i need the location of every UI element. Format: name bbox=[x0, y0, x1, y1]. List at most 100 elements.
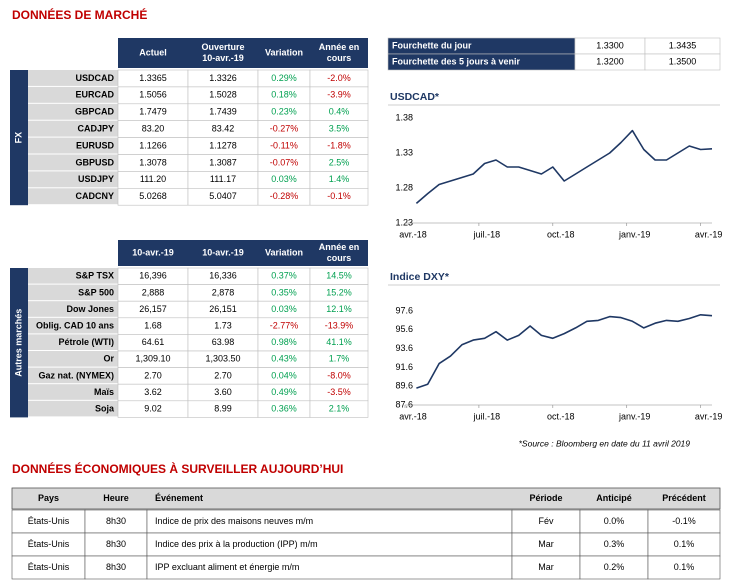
row-label-bg bbox=[28, 86, 118, 103]
row-label-bg bbox=[28, 137, 118, 154]
cell-value: 1.7439 bbox=[209, 107, 237, 117]
cell-value: 0.43% bbox=[271, 354, 297, 364]
source-note: *Source : Bloomberg en date du 11 avril … bbox=[519, 438, 691, 448]
cell-value: 1.3087 bbox=[209, 157, 237, 167]
line-series bbox=[416, 314, 713, 389]
column-header: Variation bbox=[265, 47, 303, 57]
cell-value: 0.03% bbox=[271, 174, 297, 184]
x-tick-label: avr.-18 bbox=[399, 229, 427, 239]
cell-value: 2.1% bbox=[329, 403, 350, 413]
cell-value: 0.35% bbox=[271, 287, 297, 297]
cell-value: 16,336 bbox=[209, 271, 237, 281]
cell-value: -0.27% bbox=[270, 124, 299, 134]
cell-value: 0.98% bbox=[271, 337, 297, 347]
cell bbox=[644, 53, 721, 71]
column-header: 10-avr.-19 bbox=[202, 53, 244, 63]
line-series bbox=[415, 129, 713, 205]
cell-value: États-Unis bbox=[28, 562, 70, 572]
row-label-bg bbox=[28, 384, 118, 400]
cell-value: 5.0268 bbox=[139, 191, 167, 201]
cell-value: 2.70 bbox=[214, 370, 232, 380]
column-header: Année en bbox=[319, 42, 360, 52]
cell-value: 3.60 bbox=[214, 387, 232, 397]
row-label-bg bbox=[28, 317, 118, 334]
chart-title: Indice DXY* bbox=[390, 271, 450, 283]
cell-value: -8.0% bbox=[327, 370, 351, 380]
column-header: Anticipé bbox=[596, 493, 632, 503]
row-label-bg bbox=[28, 70, 118, 86]
cell-value: -0.11% bbox=[270, 140, 298, 150]
cell-value: 16,396 bbox=[139, 271, 167, 281]
cell-value: 1.4% bbox=[329, 174, 350, 184]
column-header: Année en bbox=[319, 242, 360, 252]
side-label-bg bbox=[10, 268, 28, 418]
cell-value: 8h30 bbox=[106, 562, 126, 572]
cell-value: 0.36% bbox=[271, 403, 297, 413]
row-label: Dow Jones bbox=[66, 304, 114, 314]
side-label: Autres marchés bbox=[13, 309, 23, 377]
column-header: Précédent bbox=[662, 493, 706, 503]
cell-value: 0.04% bbox=[271, 370, 297, 380]
column-header: Événement bbox=[155, 493, 203, 503]
chart-title: USDCAD* bbox=[390, 91, 440, 103]
cell-value: 0.3% bbox=[604, 539, 625, 549]
row-label-bg bbox=[28, 103, 118, 120]
y-tick-label: 89.6 bbox=[395, 381, 413, 391]
cell-value: 8h30 bbox=[106, 539, 126, 549]
cell-value: IPP excluant aliment et énergie m/m bbox=[155, 562, 299, 572]
column-header: 10-avr.-19 bbox=[202, 247, 244, 257]
row-label-bg bbox=[28, 351, 118, 367]
row-label-bg bbox=[28, 120, 118, 137]
cell-value: 0.1% bbox=[674, 562, 695, 572]
x-tick-label: avr.-18 bbox=[399, 411, 427, 421]
row-label: Fourchette des 5 jours à venir bbox=[392, 56, 521, 66]
cell-value: 0.37% bbox=[271, 271, 297, 281]
column-header: Heure bbox=[103, 493, 129, 503]
table-header-bg bbox=[11, 487, 721, 510]
x-tick-label: avr.-19 bbox=[695, 229, 723, 239]
cell-value: 1.68 bbox=[144, 320, 162, 330]
row-label: GBPCAD bbox=[75, 107, 115, 117]
row-label: CADJPY bbox=[77, 124, 114, 134]
row-label: Oblig. CAD 10 ans bbox=[36, 320, 114, 330]
section-title: DONNÉES ÉCONOMIQUES À SURVEILLER AUJOURD… bbox=[12, 461, 343, 476]
cell-value: 1.3500 bbox=[669, 56, 697, 66]
cell-value: 1.1266 bbox=[139, 140, 167, 150]
column-header: Période bbox=[529, 493, 562, 503]
cell-value: États-Unis bbox=[28, 516, 70, 526]
cell-value: -13.9% bbox=[325, 320, 354, 330]
cell-value: 1.3365 bbox=[139, 73, 167, 83]
cell-value: 111.20 bbox=[140, 174, 166, 184]
x-tick-label: juil.-18 bbox=[473, 229, 501, 239]
cell-value: 26,157 bbox=[139, 304, 167, 314]
table-header-bg bbox=[118, 38, 368, 68]
row-label: USDJPY bbox=[78, 174, 114, 184]
cell-value: -1.8% bbox=[327, 140, 351, 150]
row-label-bg bbox=[28, 268, 118, 284]
row-label-bg bbox=[28, 154, 118, 171]
row-label: S&P TSX bbox=[76, 271, 114, 281]
cell-value: 0.23% bbox=[271, 107, 297, 117]
cell-value: États-Unis bbox=[28, 539, 70, 549]
cell-value: 0.2% bbox=[604, 562, 625, 572]
cell-value: Mar bbox=[538, 562, 554, 572]
cell-value: 1.7% bbox=[329, 354, 350, 364]
cell-value: Mar bbox=[538, 539, 554, 549]
cell-value: Indice de prix des maisons neuves m/m bbox=[155, 516, 313, 526]
column-header: Actuel bbox=[139, 47, 167, 57]
row-label: Soja bbox=[95, 403, 115, 413]
cell-value: 0.29% bbox=[271, 73, 297, 83]
row-label: Gaz nat. (NYMEX) bbox=[38, 370, 114, 380]
cell-value: -2.0% bbox=[327, 73, 351, 83]
row-label: CADCNY bbox=[75, 191, 114, 201]
cell bbox=[647, 555, 721, 580]
x-tick-label: janv.-19 bbox=[618, 229, 650, 239]
cell-value: 8h30 bbox=[106, 516, 126, 526]
cell-value: 9.02 bbox=[144, 403, 162, 413]
cell-value: 2.70 bbox=[144, 370, 162, 380]
cell-value: Fév bbox=[538, 516, 554, 526]
y-tick-label: 91.6 bbox=[395, 362, 413, 372]
cell-value: Indice des prix à la production (IPP) m/… bbox=[155, 539, 318, 549]
side-label: FX bbox=[13, 132, 23, 144]
